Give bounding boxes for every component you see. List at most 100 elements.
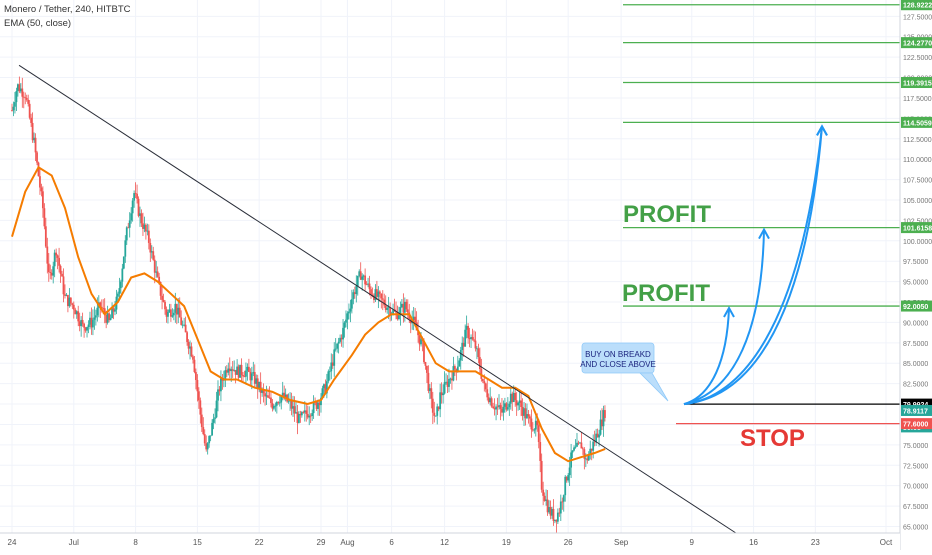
buy-callout[interactable]: BUY ON BREAKD AND CLOSE ABOVE [580, 342, 669, 402]
candle-body [184, 324, 187, 333]
candle-body [339, 337, 342, 342]
candle-body [402, 303, 405, 313]
candle-body [477, 348, 480, 358]
candle-body [312, 401, 315, 414]
candle-body [451, 378, 453, 381]
candle-body [92, 319, 94, 328]
candle-body [302, 412, 305, 413]
y-tick-label: 107.5000 [903, 178, 932, 185]
candle-body [77, 311, 80, 322]
candle-body [240, 364, 243, 375]
candle-body [311, 413, 314, 416]
candle-body [386, 308, 389, 310]
candle-body [171, 315, 174, 317]
candles [11, 76, 606, 533]
target-levels[interactable] [623, 4, 900, 425]
candle-body [46, 246, 49, 264]
candle-body [503, 403, 506, 407]
candle-body [533, 429, 536, 431]
candle-body [234, 370, 237, 375]
candle-body [401, 303, 403, 308]
candle-body [75, 311, 78, 315]
candle-body [502, 406, 505, 413]
level-tag-target[interactable] [901, 116, 932, 128]
candle-body [508, 403, 511, 408]
candle-body [501, 408, 503, 413]
candle-body [303, 410, 306, 413]
candle-body [136, 193, 138, 199]
candle-body [356, 275, 359, 287]
candle-body [583, 449, 586, 459]
candle-body [476, 348, 478, 350]
candle-body [268, 397, 271, 399]
last-price-tag[interactable] [901, 404, 932, 416]
candle-body [190, 346, 193, 357]
candle-body [334, 348, 337, 350]
y-tick-label: 122.5000 [903, 55, 932, 62]
candle-body [361, 276, 364, 280]
candle-body [68, 297, 71, 307]
candle-body [308, 415, 311, 418]
candle-body [548, 507, 550, 513]
candle-body [152, 251, 155, 260]
level-tag-target[interactable] [901, 222, 932, 234]
candle-body [596, 433, 599, 438]
candle-body [34, 137, 37, 153]
candle-body [443, 382, 446, 394]
candle-body [371, 294, 374, 296]
candle-body [78, 321, 81, 327]
candle-body [72, 304, 75, 310]
candle-body [406, 309, 409, 313]
candle-body [452, 366, 455, 381]
candle-body [278, 402, 281, 404]
candle-body [526, 414, 528, 419]
level-tag-stop[interactable] [901, 418, 932, 430]
candle-body [487, 397, 490, 403]
candle-body [150, 251, 153, 253]
candle-body [458, 360, 461, 367]
candle-body [56, 255, 59, 258]
x-tick-label: 23 [811, 538, 820, 547]
candle-body [177, 307, 180, 315]
level-tag-target[interactable] [901, 300, 932, 312]
candle-body [483, 381, 486, 384]
level-tag-entry[interactable] [901, 398, 932, 410]
candle-body [305, 410, 308, 414]
candle-body [348, 311, 350, 314]
candle-body [552, 508, 555, 521]
level-tag-target[interactable] [901, 77, 932, 89]
candle-body [296, 412, 299, 423]
candle-body [133, 193, 136, 201]
candle-body [178, 307, 181, 318]
level-tag-target[interactable] [901, 0, 932, 11]
candle-body [437, 406, 440, 410]
candle-body [540, 460, 543, 490]
candle-body [284, 394, 287, 399]
candle-body [203, 434, 206, 444]
candle-body [573, 447, 575, 451]
candle-body [186, 332, 188, 343]
y-tick-label: 110.0000 [903, 157, 932, 164]
candle-body [468, 337, 471, 340]
profit-arrow [683, 229, 765, 406]
candle-body [420, 339, 422, 345]
candle-body [215, 400, 218, 418]
x-tick-label: Aug [340, 538, 354, 547]
candle-body [331, 362, 334, 366]
candle-body [521, 407, 524, 416]
candle-body [44, 226, 47, 247]
candle-body [493, 408, 496, 410]
candle-body [467, 325, 470, 338]
candle-body [577, 442, 580, 444]
candle-body [112, 308, 115, 312]
candle-body [49, 271, 52, 273]
y-tick-label: 82.5000 [903, 382, 928, 389]
candle-body [509, 393, 512, 404]
candle-body [47, 263, 50, 272]
candle-body [100, 306, 103, 309]
candle-body [321, 388, 324, 398]
level-tag-target[interactable] [901, 37, 932, 49]
